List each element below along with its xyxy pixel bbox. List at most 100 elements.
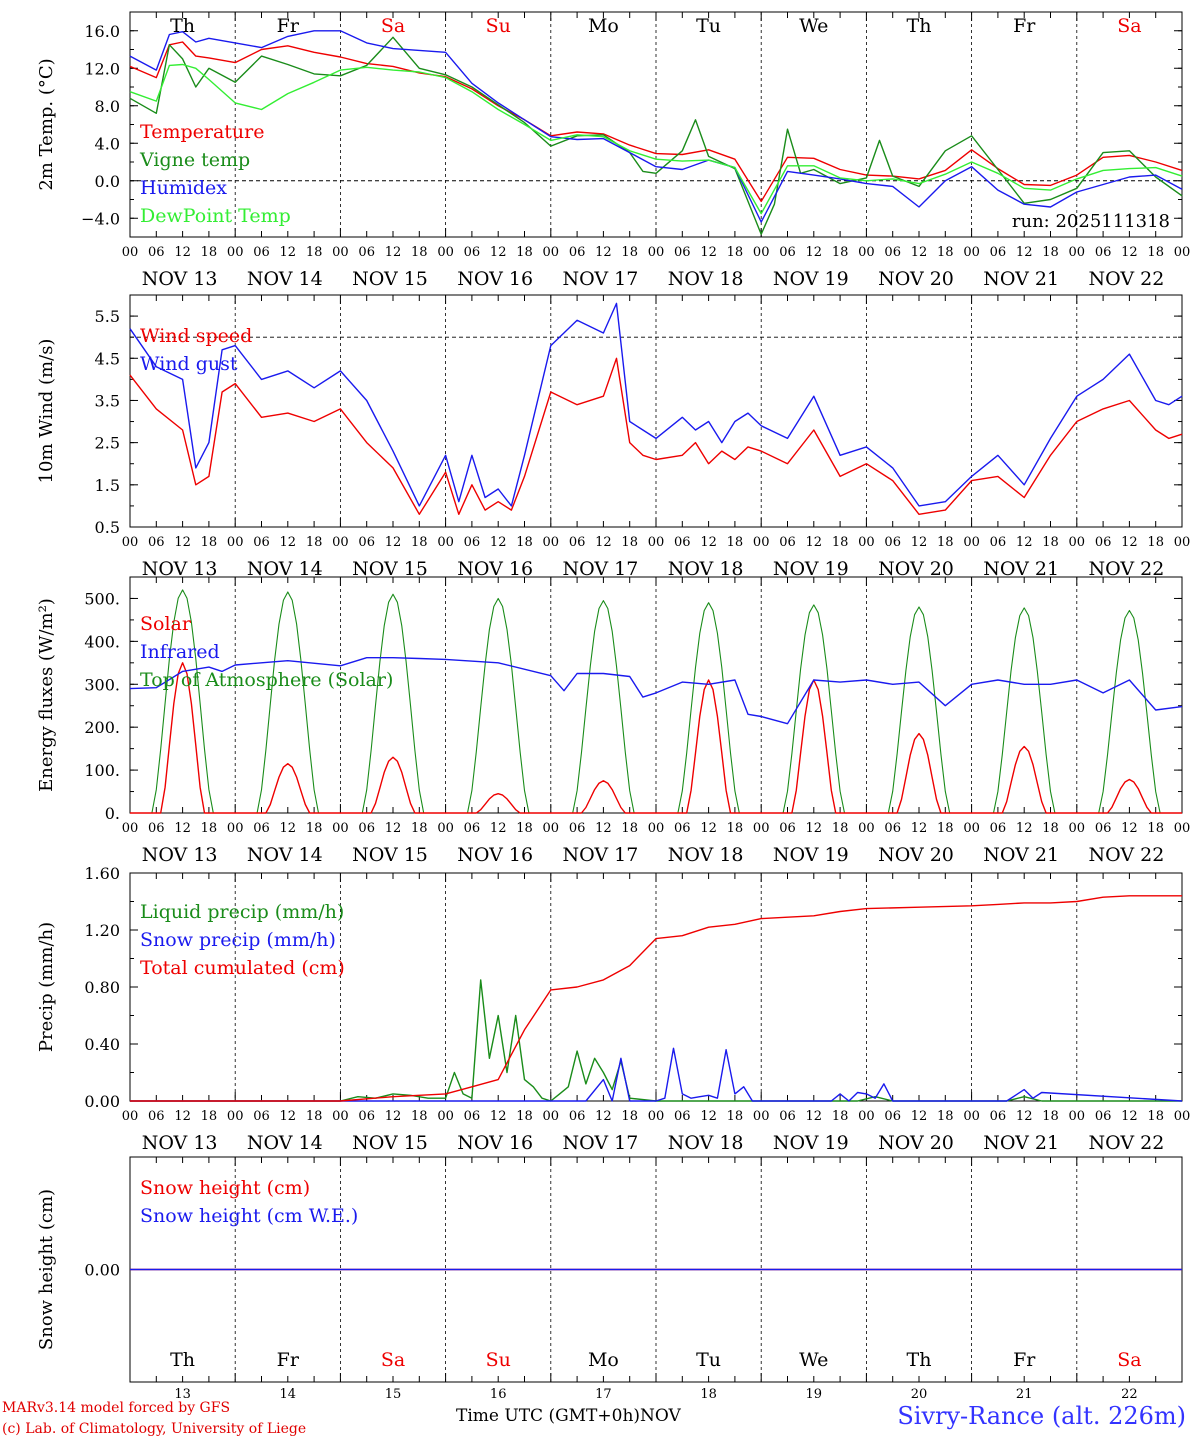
hour-tick-label: 18 — [201, 535, 218, 550]
series-vigne-temp — [129, 36, 1183, 235]
y-axis-label: 2m Temp. (°C) — [36, 58, 57, 190]
series-toa-solar — [130, 589, 1182, 814]
weekday-label-bottom: Tu — [696, 1349, 721, 1371]
hour-tick-label: 18 — [1042, 535, 1059, 550]
hour-tick-label: 06 — [148, 535, 165, 550]
legend-snow-height-cm-: Snow height (cm) — [140, 1177, 310, 1199]
date-label: NOV 17 — [562, 558, 638, 580]
hour-tick-label: 06 — [148, 821, 165, 836]
date-label: NOV 20 — [878, 844, 954, 866]
hour-tick-label: 18 — [937, 821, 954, 836]
hour-tick-label: 00 — [1069, 245, 1086, 260]
hour-tick-label: 00 — [122, 245, 139, 260]
date-label: NOV 17 — [562, 844, 638, 866]
weekday-label-bottom: We — [799, 1349, 828, 1371]
hour-tick-label: 06 — [779, 1109, 796, 1124]
date-label: NOV 15 — [352, 844, 428, 866]
y-axis-label: Snow height (cm) — [36, 1189, 57, 1350]
panel-wind — [129, 294, 1183, 528]
y-tick-label: 4.5 — [95, 349, 120, 368]
hour-tick-label: 18 — [832, 245, 849, 260]
hour-tick-label: 06 — [569, 1109, 586, 1124]
hour-tick-label: 18 — [621, 535, 638, 550]
hour-tick-label: 06 — [569, 245, 586, 260]
weekday-label-bottom: Fr — [1013, 1349, 1036, 1371]
day-number-label: 19 — [806, 1387, 823, 1402]
hour-tick-label: 06 — [464, 535, 481, 550]
weekday-label-top: Mo — [588, 15, 619, 37]
date-label: NOV 15 — [352, 268, 428, 290]
hour-tick-label: 06 — [779, 245, 796, 260]
hour-tick-label: 06 — [358, 245, 375, 260]
date-label: NOV 22 — [1088, 1132, 1164, 1154]
series-wind-gust — [129, 302, 1183, 507]
hour-tick-label: 00 — [332, 821, 349, 836]
hour-tick-label: 12 — [806, 535, 823, 550]
hour-tick-label: 06 — [779, 821, 796, 836]
hour-tick-label: 12 — [1016, 1109, 1033, 1124]
hour-tick-label: 00 — [963, 1109, 980, 1124]
hour-tick-label: 18 — [621, 1109, 638, 1124]
hour-tick-label: 06 — [569, 821, 586, 836]
hour-tick-label: 00 — [1069, 1109, 1086, 1124]
legend-humidex: Humidex — [140, 177, 227, 199]
hour-tick-label: 00 — [332, 245, 349, 260]
hour-tick-label: 00 — [858, 1109, 875, 1124]
series-wind-speed — [129, 357, 1183, 515]
run-annotation: run: 2025111318 — [1012, 211, 1170, 232]
hour-tick-label: 18 — [306, 245, 323, 260]
hour-tick-label: 18 — [1147, 1109, 1164, 1124]
hour-tick-label: 00 — [753, 1109, 770, 1124]
day-number-label: 18 — [700, 1387, 717, 1402]
y-tick-label: 0.5 — [95, 518, 120, 537]
date-label: NOV 16 — [457, 1132, 533, 1154]
date-label: NOV 16 — [457, 558, 533, 580]
site-title: Sivry-Rance (alt. 226m) — [897, 1402, 1186, 1430]
weekday-label-top: Su — [486, 15, 511, 37]
hour-tick-label: 06 — [674, 821, 691, 836]
hour-tick-label: 18 — [516, 245, 533, 260]
hour-tick-label: 00 — [648, 535, 665, 550]
y-tick-label: 1.20 — [84, 921, 120, 940]
hour-tick-label: 00 — [648, 821, 665, 836]
hour-tick-label: 12 — [911, 821, 928, 836]
hour-tick-label: 18 — [832, 535, 849, 550]
hour-tick-label: 18 — [1042, 1109, 1059, 1124]
hour-tick-label: 12 — [280, 535, 297, 550]
hour-tick-label: 00 — [963, 821, 980, 836]
hour-tick-label: 06 — [464, 1109, 481, 1124]
hour-tick-label: 18 — [727, 245, 744, 260]
date-label: NOV 17 — [562, 1132, 638, 1154]
hour-tick-label: 12 — [1016, 821, 1033, 836]
day-number-label: 15 — [385, 1387, 402, 1402]
hour-tick-label: 06 — [674, 535, 691, 550]
hour-tick-label: 12 — [1016, 535, 1033, 550]
hour-tick-label: 18 — [411, 245, 428, 260]
hour-tick-label: 12 — [385, 1109, 402, 1124]
series-infrared — [129, 657, 1183, 725]
y-tick-label: 100. — [84, 761, 120, 780]
hour-tick-label: 12 — [806, 245, 823, 260]
hour-tick-label: 12 — [174, 1109, 191, 1124]
date-label: NOV 19 — [773, 844, 849, 866]
hour-tick-label: 12 — [385, 535, 402, 550]
y-axis-label: Precip (mm/h) — [36, 922, 57, 1052]
weekday-label-bottom: Fr — [277, 1349, 300, 1371]
hour-tick-label: 18 — [516, 1109, 533, 1124]
legend-snow-height-cm-w-e-: Snow height (cm W.E.) — [140, 1205, 358, 1227]
hour-tick-label: 06 — [884, 1109, 901, 1124]
hour-tick-label: 00 — [648, 245, 665, 260]
hour-tick-label: 06 — [358, 821, 375, 836]
hour-tick-label: 06 — [569, 535, 586, 550]
hour-tick-label: 00 — [437, 535, 454, 550]
hour-tick-label: 06 — [884, 821, 901, 836]
hour-tick-label: 18 — [937, 245, 954, 260]
hour-tick-label: 06 — [990, 535, 1007, 550]
legend-solar: Solar — [140, 613, 192, 635]
y-tick-label: 300. — [84, 675, 120, 694]
y-tick-label: 1.60 — [84, 864, 120, 883]
hour-tick-label: 12 — [700, 821, 717, 836]
hour-tick-label: 18 — [937, 535, 954, 550]
hour-tick-label: 12 — [490, 1109, 507, 1124]
hour-tick-label: 00 — [858, 245, 875, 260]
